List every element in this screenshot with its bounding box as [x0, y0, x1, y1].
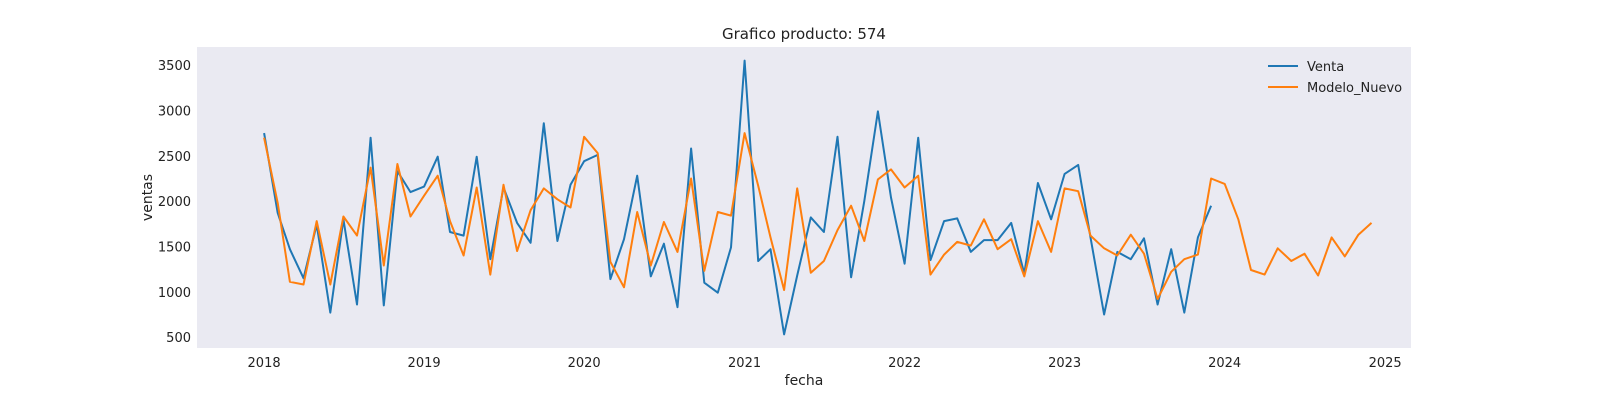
- series-line-venta: [263, 59, 1213, 336]
- x-tick-label: 2023: [1048, 356, 1081, 371]
- legend: Venta Modelo_Nuevo: [1268, 60, 1402, 96]
- series-lines: [263, 59, 1373, 336]
- x-axis: 2018 2019 2020 2021 2022 2023 2024 2025: [248, 356, 1402, 371]
- x-tick-label: 2018: [248, 356, 281, 371]
- y-tick-label: 1000: [158, 286, 191, 301]
- y-tick-label: 1500: [158, 240, 191, 255]
- y-axis: 500 1000 1500 2000 2500 3000 3500: [158, 59, 191, 346]
- y-tick-label: 2500: [158, 150, 191, 165]
- x-tick-label: 2022: [888, 356, 921, 371]
- x-tick-label: 2020: [568, 356, 601, 371]
- series-line-modelo-nuevo: [263, 132, 1373, 300]
- y-tick-label: 2000: [158, 195, 191, 210]
- chart-title: Grafico producto: 574: [722, 25, 886, 43]
- y-tick-label: 3000: [158, 104, 191, 119]
- legend-label: Venta: [1307, 60, 1344, 75]
- x-tick-label: 2019: [408, 356, 441, 371]
- y-axis-label: ventas: [140, 174, 156, 221]
- legend-label: Modelo_Nuevo: [1307, 81, 1402, 96]
- y-tick-label: 500: [166, 331, 191, 346]
- x-axis-label: fecha: [785, 373, 824, 389]
- x-tick-label: 2025: [1369, 356, 1402, 371]
- y-tick-label: 3500: [158, 59, 191, 74]
- x-tick-label: 2024: [1208, 356, 1241, 371]
- x-tick-label: 2021: [728, 356, 761, 371]
